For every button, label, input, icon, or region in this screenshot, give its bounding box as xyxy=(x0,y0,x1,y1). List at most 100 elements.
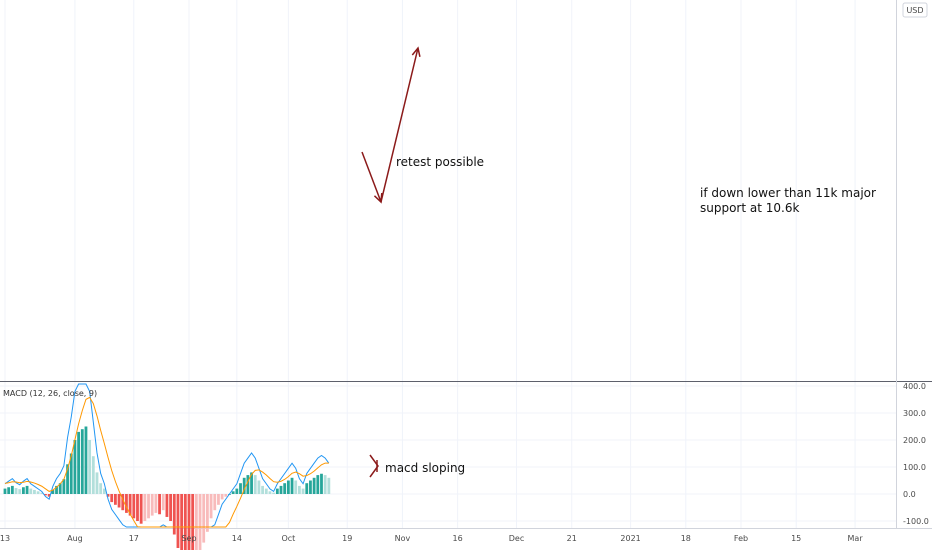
support-annotation-line2: support at 10.6k xyxy=(700,201,799,215)
macd-histogram-bar xyxy=(235,488,239,494)
macd-histogram-bar xyxy=(51,489,55,494)
macd-annotation: macd sloping xyxy=(385,461,465,475)
time-tick-label: 18 xyxy=(681,534,691,543)
macd-histogram-bar xyxy=(106,494,110,497)
macd-tick-label: 300.0 xyxy=(903,409,926,418)
macd-histogram-bar xyxy=(128,494,132,516)
macd-histogram-bar xyxy=(198,494,202,550)
macd-histogram-bar xyxy=(301,488,305,494)
macd-histogram-bar xyxy=(158,494,161,515)
time-tick-label: 19 xyxy=(342,534,352,543)
macd-histogram-bar xyxy=(84,426,88,494)
macd-histogram-bar xyxy=(40,492,44,494)
macd-histogram-bar xyxy=(47,494,51,497)
macd-histogram-bar xyxy=(121,494,125,511)
macd-histogram-bar xyxy=(323,475,327,494)
time-tick-label: Dec xyxy=(509,534,524,543)
macd-histogram-bar xyxy=(316,475,320,494)
macd-histogram-bar xyxy=(187,494,191,550)
macd-histogram-bar xyxy=(33,489,36,494)
time-tick-label: Sep xyxy=(181,534,196,543)
macd-histogram-bar xyxy=(125,494,128,513)
macd-histogram-bar xyxy=(290,477,294,494)
time-tick-label: Aug xyxy=(67,534,83,543)
macd-histogram-bar xyxy=(298,485,301,494)
macd-label: MACD (12, 26, close, 9) xyxy=(3,389,97,398)
macd-histogram-bar xyxy=(275,488,279,494)
macd-histogram-bar xyxy=(239,483,242,494)
macd-histogram-bar xyxy=(10,485,14,494)
macd-histogram-bar xyxy=(110,494,114,503)
macd-histogram-bar xyxy=(220,494,224,500)
macd-histogram-bar xyxy=(242,477,246,494)
macd-histogram-bar xyxy=(102,488,106,494)
macd-histogram-bar xyxy=(69,453,73,494)
time-tick-label: 21 xyxy=(567,534,577,543)
macd-histogram-bar xyxy=(25,485,29,494)
support-annotation-line1: if down lower than 11k major xyxy=(700,186,876,200)
macd-histogram-bar xyxy=(14,488,18,494)
currency-label: USD xyxy=(906,6,923,15)
macd-histogram-bar xyxy=(257,480,261,494)
macd-histogram-bar xyxy=(180,494,184,550)
macd-histogram-bar xyxy=(183,494,187,550)
time-tick-label: 15 xyxy=(791,534,801,543)
macd-histogram-bar xyxy=(327,477,331,494)
macd-histogram-bar xyxy=(147,494,150,519)
macd-histogram-bar xyxy=(264,488,268,494)
macd-histogram-bar xyxy=(217,494,220,505)
time-tick-label: Mar xyxy=(848,534,864,543)
target-up-arrow-head xyxy=(411,46,421,57)
macd-tick-label: 0.0 xyxy=(903,490,916,499)
time-tick-label: 2021 xyxy=(620,534,640,543)
macd-histogram-bar xyxy=(136,494,139,521)
macd-histogram-bar xyxy=(117,494,121,508)
time-tick-label: 13 xyxy=(0,534,10,543)
macd-histogram-bar xyxy=(191,494,195,550)
macd-histogram-bar xyxy=(176,494,180,548)
macd-histogram-bar xyxy=(250,472,253,494)
retest-down-arrow xyxy=(361,151,382,203)
macd-histogram-bar xyxy=(91,456,95,494)
macd-histogram-bar xyxy=(95,472,99,494)
macd-tick-label: -100.0 xyxy=(903,517,929,526)
macd-histogram-bar xyxy=(194,494,198,550)
macd-tick-label: 200.0 xyxy=(903,436,926,445)
macd-histogram-bar xyxy=(3,488,7,494)
macd-histogram-bar xyxy=(161,494,165,511)
macd-histogram-bar xyxy=(77,431,80,494)
macd-histogram-bar xyxy=(58,483,62,494)
retest-annotation: retest possible xyxy=(396,155,484,169)
macd-histogram-bar xyxy=(206,494,209,532)
macd-histogram-bar xyxy=(150,494,154,516)
currency-box xyxy=(902,2,928,18)
macd-histogram-bar xyxy=(283,483,287,494)
time-tick-label: Feb xyxy=(734,534,748,543)
macd-histogram-bar xyxy=(279,485,283,494)
time-tick-label: 14 xyxy=(232,534,242,543)
macd-histogram-bar xyxy=(143,494,147,521)
macd-histogram-bar xyxy=(246,475,250,494)
macd-histogram-bar xyxy=(114,494,117,505)
macd-histogram-bar xyxy=(62,479,66,494)
macd-histogram-bar xyxy=(165,494,169,517)
macd-histogram-bar xyxy=(80,429,84,494)
macd-histogram-bar xyxy=(154,494,158,513)
macd-histogram-bar xyxy=(294,480,298,494)
macd-histogram-bar xyxy=(44,494,47,496)
macd-histogram-bar xyxy=(320,473,323,494)
macd-histogram-bar xyxy=(305,483,309,494)
macd-histogram-bar xyxy=(66,464,69,494)
macd-histogram-bar xyxy=(18,489,22,494)
time-tick-label: Nov xyxy=(395,534,411,543)
macd-histogram-bar xyxy=(253,475,257,494)
macd-histogram-bar xyxy=(261,485,264,494)
macd-histogram-bar xyxy=(309,480,312,494)
macd-histogram-bar xyxy=(268,491,272,494)
macd-histogram-bar xyxy=(88,440,92,494)
macd-histogram-bar xyxy=(169,494,172,521)
macd-histogram-bar xyxy=(7,487,11,494)
macd-histogram-bar xyxy=(209,494,213,519)
